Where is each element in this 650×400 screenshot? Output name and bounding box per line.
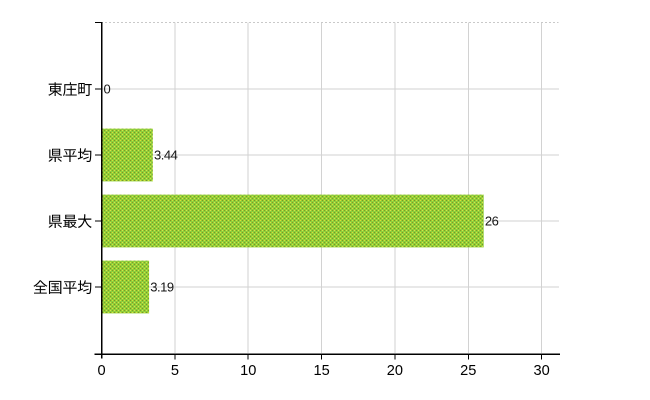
svg-text:20: 20 — [387, 363, 403, 379]
svg-text:0: 0 — [97, 363, 105, 379]
svg-text:3.19: 3.19 — [150, 280, 174, 295]
svg-text:25: 25 — [460, 363, 476, 379]
svg-text:5: 5 — [171, 363, 179, 379]
svg-text:30: 30 — [533, 363, 549, 379]
svg-text:10: 10 — [240, 363, 256, 379]
svg-text:15: 15 — [313, 363, 329, 379]
svg-text:3.44: 3.44 — [154, 148, 178, 163]
svg-text:26: 26 — [485, 214, 499, 229]
svg-text:0: 0 — [104, 82, 111, 97]
